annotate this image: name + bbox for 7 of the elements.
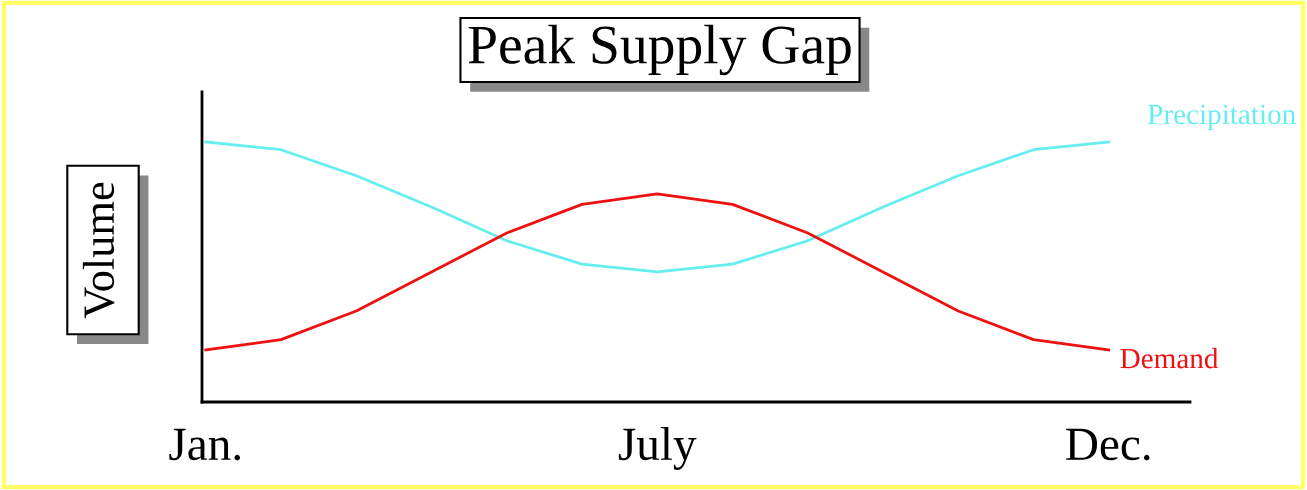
x-tick-label: Dec. [1066,428,1150,461]
chart-title: Peak Supply Gap [468,24,851,76]
y-axis-title: Volume [82,182,115,319]
x-tick-label: July [618,427,697,470]
series-label: Precipitation [1148,104,1296,131]
x-tick-label: Jan. [169,428,241,461]
series-label: Demand [1120,347,1219,369]
